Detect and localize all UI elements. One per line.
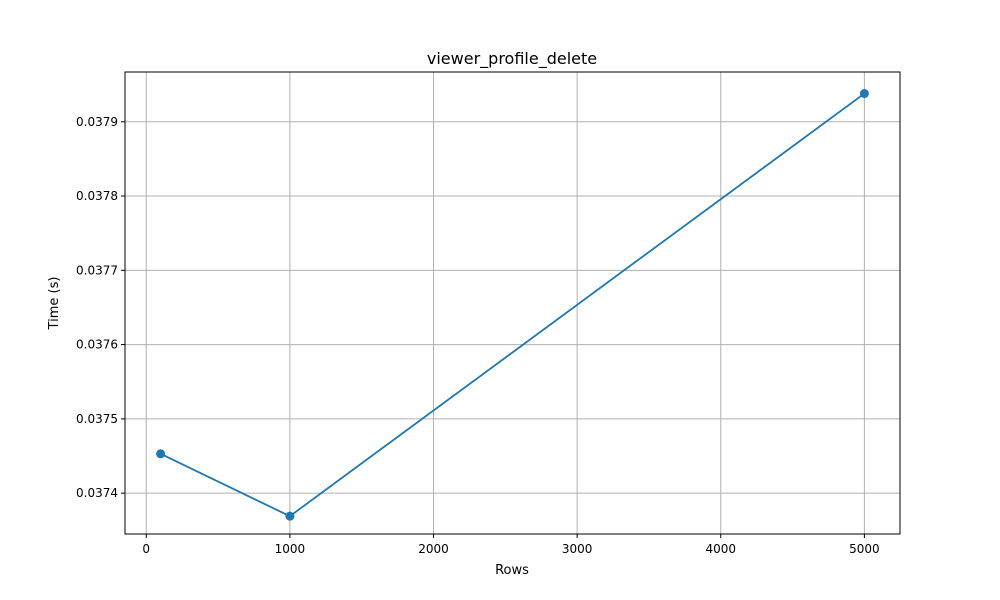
- y-tick-label: 0.0379: [76, 115, 118, 129]
- y-tick-label: 0.0375: [76, 412, 118, 426]
- y-tick-label: 0.0378: [76, 189, 118, 203]
- data-point: [859, 89, 869, 99]
- y-axis-ticks: 0.0374 0.0375 0.0376 0.0377 0.0378 0.0379: [76, 115, 125, 500]
- x-axis-label: Rows: [495, 563, 529, 578]
- y-tick-label: 0.0377: [76, 263, 118, 277]
- data-point: [156, 449, 166, 459]
- y-tick-label: 0.0376: [76, 338, 118, 352]
- plot-frame: [124, 71, 901, 535]
- x-tick-label: 3000: [562, 542, 593, 556]
- grid: [125, 72, 900, 534]
- chart-title: viewer_profile_delete: [427, 49, 597, 69]
- x-tick-label: 4000: [705, 542, 736, 556]
- x-tick-label: 0: [142, 542, 150, 556]
- data-point: [285, 511, 295, 521]
- y-tick-label: 0.0374: [76, 486, 118, 500]
- x-tick-label: 1000: [275, 542, 306, 556]
- series: [156, 89, 869, 521]
- y-axis-label: Time (s): [47, 277, 62, 331]
- x-tick-label: 2000: [418, 542, 449, 556]
- x-tick-label: 5000: [849, 542, 880, 556]
- x-axis-ticks: 0 1000 2000 3000 4000 5000: [142, 534, 880, 556]
